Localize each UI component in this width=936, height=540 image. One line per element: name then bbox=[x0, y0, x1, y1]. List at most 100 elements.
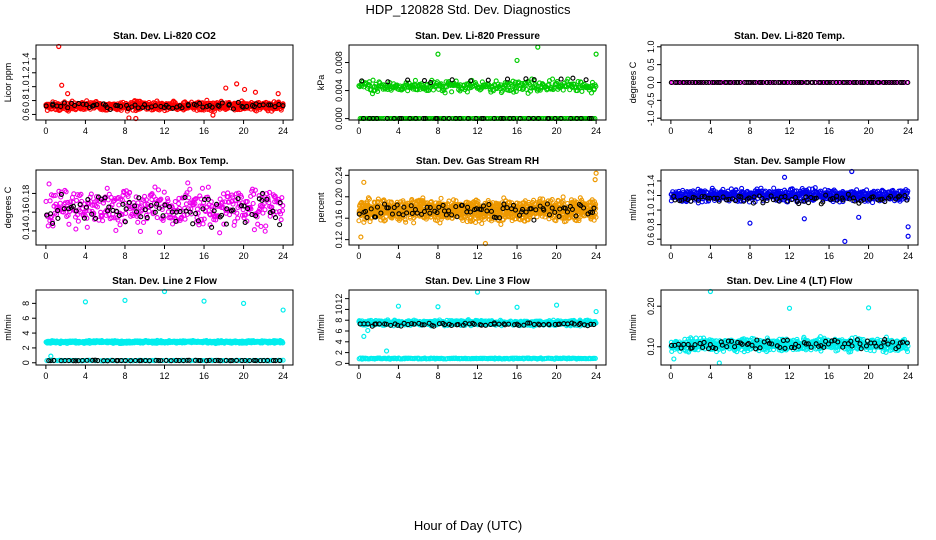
black-point bbox=[58, 103, 64, 110]
black-point bbox=[80, 101, 86, 107]
black-point bbox=[405, 77, 411, 83]
x-tick-label: 20 bbox=[864, 126, 874, 136]
y-tick-label: 0.16 bbox=[334, 209, 344, 227]
y-tick-label: 0.0 bbox=[646, 76, 656, 89]
black-point bbox=[267, 102, 274, 108]
data-point bbox=[187, 186, 193, 192]
data-point bbox=[113, 227, 119, 234]
data-point bbox=[523, 86, 529, 92]
black-point bbox=[94, 102, 100, 108]
outlier-point bbox=[361, 179, 367, 185]
data-point bbox=[771, 185, 777, 191]
x-tick-label: 0 bbox=[43, 371, 48, 381]
data-point bbox=[258, 223, 264, 230]
data-point bbox=[185, 180, 191, 186]
x-tick-label: 4 bbox=[396, 251, 401, 261]
data-point bbox=[262, 207, 268, 213]
data-point bbox=[46, 181, 52, 187]
chart-panel: Stan. Dev. Amb. Box Temp.0 4 8 12 16 20 240.14… bbox=[3, 156, 294, 261]
y-tick-label: 0.16 bbox=[21, 203, 31, 221]
y-tick-label: 1.2 bbox=[21, 67, 31, 80]
black-point bbox=[531, 77, 537, 83]
y-tick-label: 0.5 bbox=[646, 58, 656, 71]
y-tick-label: 0.000 bbox=[334, 107, 344, 130]
outlier-point bbox=[593, 51, 599, 57]
data-point bbox=[205, 184, 211, 190]
data-point bbox=[182, 216, 188, 222]
outlier-point bbox=[275, 91, 281, 97]
data-point bbox=[510, 78, 516, 84]
y-axis-label: kPa bbox=[316, 75, 326, 91]
data-point bbox=[369, 91, 376, 97]
black-point bbox=[226, 101, 232, 107]
chart-title: Stan. Dev. Gas Stream RH bbox=[416, 156, 539, 167]
outlier-point bbox=[126, 115, 132, 121]
outlier-point bbox=[210, 112, 216, 118]
black-point bbox=[449, 77, 455, 83]
outlier-point bbox=[358, 234, 364, 240]
x-tick-label: 20 bbox=[239, 126, 249, 136]
data-point bbox=[194, 107, 200, 113]
x-tick-label: 0 bbox=[43, 126, 48, 136]
data-point bbox=[45, 223, 51, 229]
y-tick-label: 0.20 bbox=[334, 188, 344, 206]
data-point bbox=[513, 88, 519, 94]
x-tick-label: 20 bbox=[864, 251, 874, 261]
outlier-point bbox=[435, 51, 441, 57]
data-point bbox=[156, 229, 163, 235]
x-tick-label: 16 bbox=[199, 126, 209, 136]
x-tick-label: 8 bbox=[122, 251, 127, 261]
data-point bbox=[278, 107, 284, 113]
x-tick-label: 20 bbox=[552, 126, 562, 136]
x-tick-label: 0 bbox=[356, 251, 361, 261]
y-tick-label: 0.8 bbox=[21, 94, 31, 107]
data-point bbox=[565, 76, 571, 82]
data-point bbox=[116, 202, 122, 208]
y-tick-label: 0.6 bbox=[21, 108, 31, 121]
black-point bbox=[428, 80, 434, 86]
data-point bbox=[137, 228, 143, 235]
data-point bbox=[593, 83, 599, 90]
chart-title: Stan. Dev. Li-820 Temp. bbox=[734, 31, 845, 42]
y-tick-label: 0.14 bbox=[21, 222, 31, 240]
data-point bbox=[155, 187, 162, 193]
black-point bbox=[43, 103, 49, 109]
x-tick-label: 4 bbox=[83, 371, 88, 381]
x-tick-label: 24 bbox=[903, 251, 913, 261]
y-tick-label: 0.18 bbox=[21, 185, 31, 203]
data-point bbox=[217, 230, 223, 236]
outlier-point bbox=[905, 224, 911, 230]
data-point bbox=[412, 77, 418, 84]
outlier-point bbox=[535, 44, 541, 50]
data-point bbox=[588, 90, 595, 96]
black-point bbox=[193, 211, 199, 217]
chart-title: Stan. Dev. Line 2 Flow bbox=[112, 276, 217, 287]
outlier-point bbox=[241, 86, 248, 93]
chart-title: Stan. Dev. Sample Flow bbox=[734, 156, 846, 167]
data-point bbox=[479, 220, 485, 227]
y-tick-label: 0.6 bbox=[646, 233, 656, 246]
data-point bbox=[560, 87, 566, 93]
x-tick-label: 4 bbox=[83, 126, 88, 136]
x-tick-label: 12 bbox=[784, 126, 794, 136]
outlier-point bbox=[82, 299, 89, 305]
y-tick-label: 0.12 bbox=[334, 231, 344, 249]
black-point bbox=[385, 79, 391, 85]
data-point bbox=[57, 200, 63, 206]
x-tick-label: 24 bbox=[591, 251, 601, 261]
outlier-point bbox=[240, 300, 247, 306]
x-tick-label: 24 bbox=[278, 126, 288, 136]
outlier-point bbox=[122, 297, 128, 303]
chart-title: Stan. Dev. Li-820 CO2 bbox=[113, 31, 216, 42]
black-point bbox=[215, 102, 221, 108]
black-point bbox=[230, 106, 236, 112]
x-tick-label: 24 bbox=[278, 371, 288, 381]
black-point bbox=[235, 99, 241, 105]
x-tick-label: 8 bbox=[747, 126, 752, 136]
data-point bbox=[75, 218, 81, 224]
x-tick-label: 20 bbox=[239, 371, 249, 381]
x-tick-label: 0 bbox=[668, 251, 673, 261]
